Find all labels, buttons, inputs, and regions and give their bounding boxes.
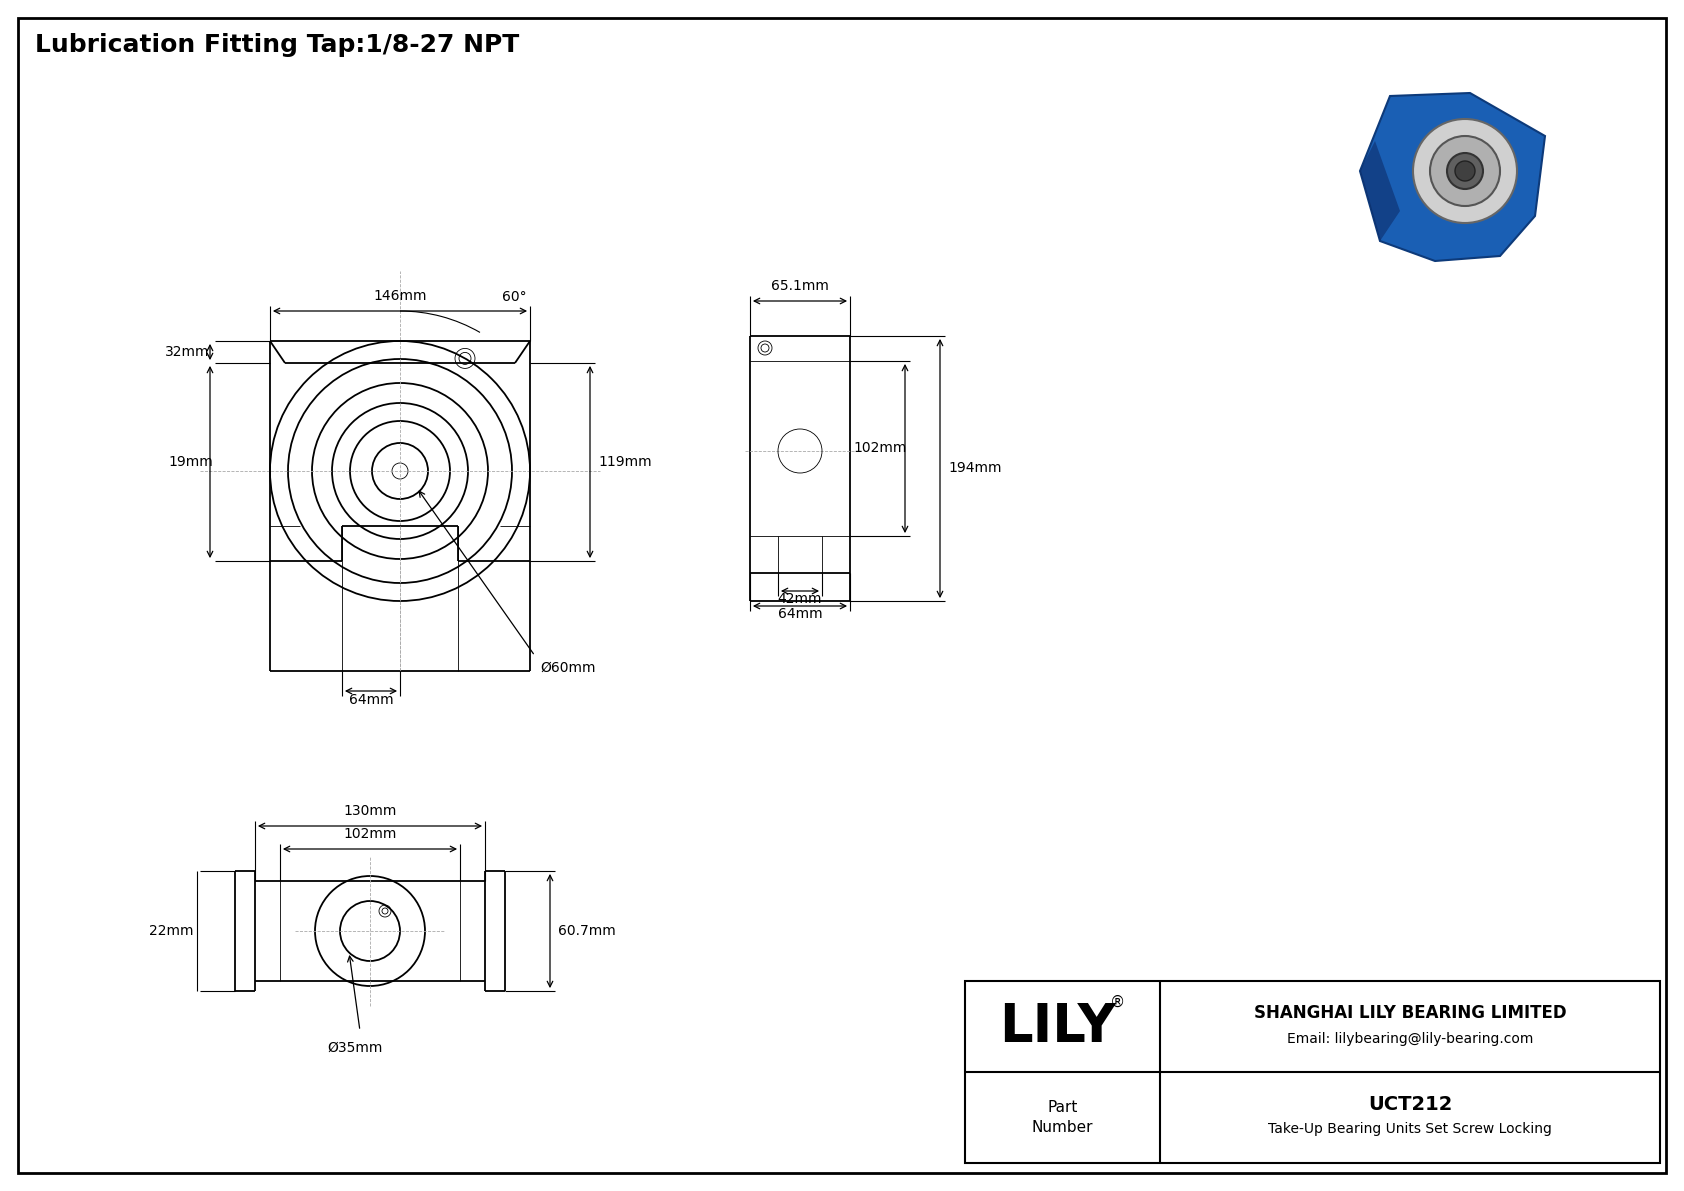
- Text: Ø60mm: Ø60mm: [541, 661, 596, 675]
- Text: 60°: 60°: [502, 291, 527, 305]
- Text: 22mm: 22mm: [148, 924, 194, 939]
- Text: 194mm: 194mm: [948, 461, 1002, 475]
- Circle shape: [1430, 136, 1500, 206]
- Text: 102mm: 102mm: [344, 827, 397, 841]
- Text: SHANGHAI LILY BEARING LIMITED: SHANGHAI LILY BEARING LIMITED: [1253, 1004, 1566, 1022]
- Text: 42mm: 42mm: [778, 592, 822, 606]
- Text: 146mm: 146mm: [374, 289, 426, 303]
- Text: ®: ®: [1110, 994, 1125, 1010]
- Circle shape: [1413, 119, 1517, 223]
- Text: Email: lilybearing@lily-bearing.com: Email: lilybearing@lily-bearing.com: [1287, 1031, 1532, 1046]
- Polygon shape: [1361, 93, 1544, 261]
- Text: Ø35mm: Ø35mm: [327, 1041, 382, 1055]
- Text: Part
Number: Part Number: [1032, 1099, 1093, 1135]
- Text: Take-Up Bearing Units Set Screw Locking: Take-Up Bearing Units Set Screw Locking: [1268, 1122, 1553, 1136]
- Text: UCT212: UCT212: [1367, 1095, 1452, 1114]
- Circle shape: [1455, 161, 1475, 181]
- Text: 102mm: 102mm: [854, 442, 906, 455]
- Text: 64mm: 64mm: [778, 607, 822, 621]
- Text: 32mm: 32mm: [165, 345, 209, 358]
- Text: 119mm: 119mm: [598, 455, 652, 469]
- Text: 130mm: 130mm: [344, 804, 397, 818]
- Polygon shape: [1361, 141, 1399, 241]
- Text: Lubrication Fitting Tap:1/8-27 NPT: Lubrication Fitting Tap:1/8-27 NPT: [35, 33, 519, 57]
- Bar: [965, 981, 1660, 1162]
- Circle shape: [1447, 152, 1484, 189]
- Text: LILY: LILY: [999, 1000, 1116, 1053]
- Text: 60.7mm: 60.7mm: [557, 924, 616, 939]
- Text: 19mm: 19mm: [168, 455, 212, 469]
- Text: 65.1mm: 65.1mm: [771, 279, 829, 293]
- Text: 64mm: 64mm: [349, 693, 394, 707]
